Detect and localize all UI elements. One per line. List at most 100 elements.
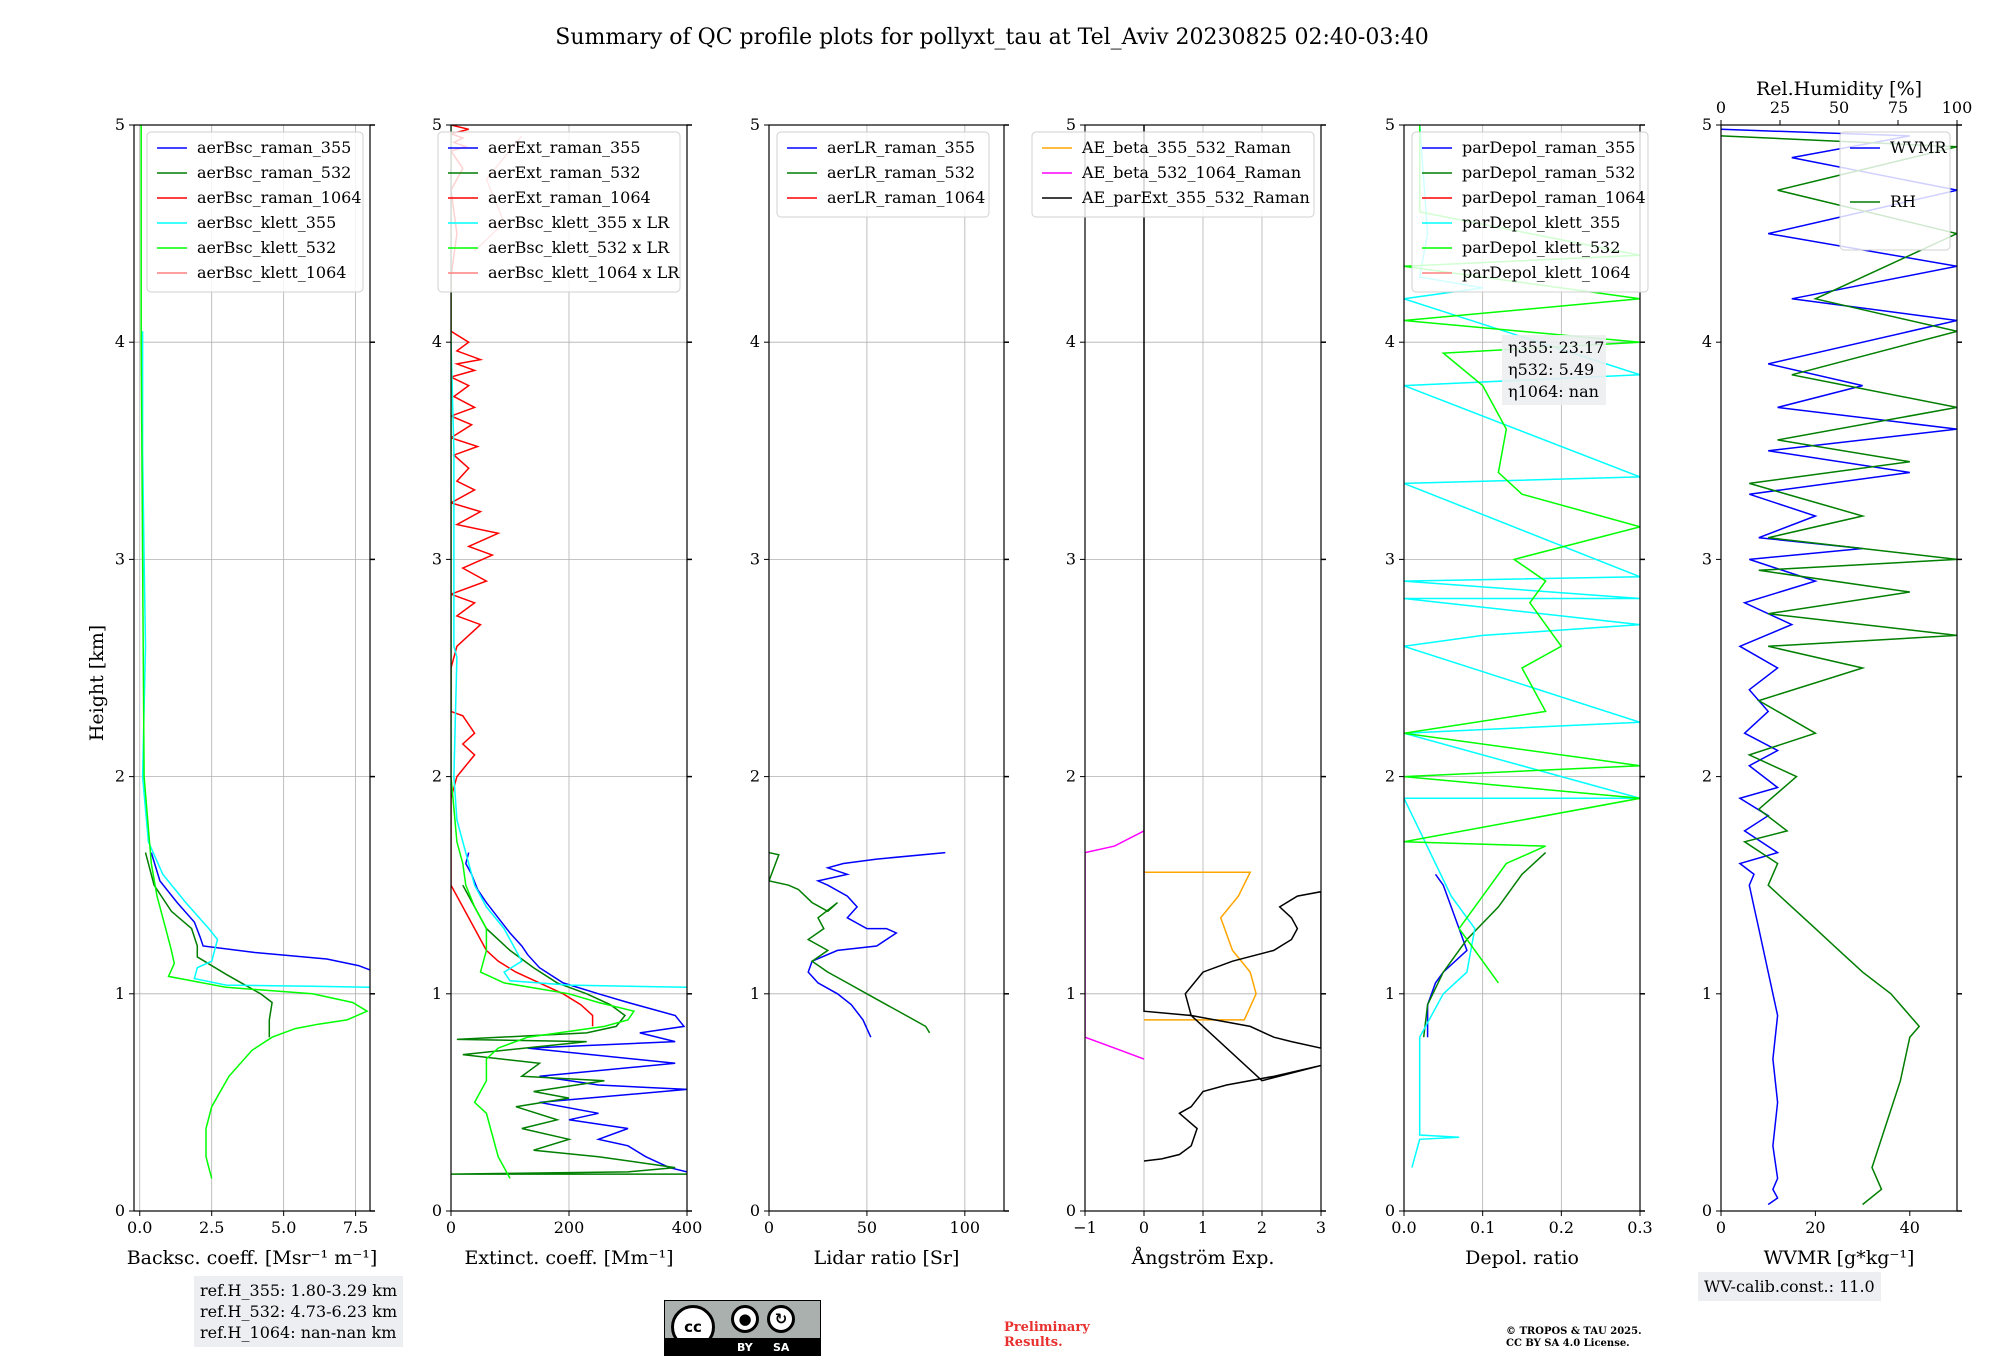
y-tick-label: 4 [1385,332,1395,351]
y-tick-label: 2 [1385,767,1395,786]
x-tick-label: 0 [446,1218,456,1237]
legend-entry: aerBsc_raman_532 [197,163,351,182]
y-tick-label: 5 [432,115,442,134]
series-line-aerBsc_klett_532 [140,125,369,1179]
series-line-RH [1721,135,1957,1206]
series-line-WVMR [1721,128,1957,1206]
x2-tick-label: 75 [1888,98,1908,117]
y-tick-label: 4 [1702,332,1712,351]
x-axis-label: Backsc. coeff. [Msr⁻¹ m⁻¹] [127,1247,378,1269]
legend-entry: aerLR_raman_355 [827,138,975,157]
series-line-parDepol_raman_532 [1422,852,1547,1038]
x2-axis-label: Rel.Humidity [%] [1756,78,1922,100]
legend-entry: parDepol_klett_532 [1462,238,1620,257]
y-tick-label: 2 [1066,767,1076,786]
legend: AE_beta_355_532_Raman AE_beta_532_1064_Ra… [1031,131,1315,218]
cc-license-badge: cc ● ↻ BY SA [664,1300,821,1356]
y-tick-label: 4 [432,332,442,351]
y-tick-label: 0 [1385,1201,1395,1220]
y-tick-label: 0 [750,1201,760,1220]
x-tick-label: 400 [672,1218,703,1237]
series-line-aerBsc_klett_532 x LR [451,125,636,1179]
x-tick-label: 0.2 [1549,1218,1574,1237]
y-tick-label: 5 [1066,115,1076,134]
legend-entry: AE_beta_355_532_Raman [1081,138,1291,157]
y-tick-label: 2 [115,767,125,786]
x-tick-label: 0 [1716,1218,1726,1237]
ref-height-532: ref.H_532: 4.73-6.23 km [200,1302,398,1321]
y-tick-label: 5 [115,115,125,134]
legend-entry: aerExt_raman_532 [488,163,641,182]
x-tick-label: 0 [764,1218,774,1237]
wv-calibration-box: WV-calib.const.: 11.0 [1698,1272,1881,1301]
x-tick-label: 7.5 [343,1218,368,1237]
y-tick-label: 3 [1066,549,1076,568]
legend-entry: AE_parExt_355_532_Raman [1081,188,1310,207]
y-tick-label: 4 [115,332,125,351]
x-axis-label: Extinct. coeff. [Mm⁻¹] [464,1247,673,1269]
y-tick-label: 0 [115,1201,125,1220]
y-tick-label: 4 [750,332,760,351]
series-group [1085,125,1321,1162]
preliminary-results-note: Preliminary Results. [1004,1320,1090,1350]
series-line-aerExt_raman_532 [451,884,687,1175]
y-tick-label: 5 [1385,115,1395,134]
series-line-aerBsc_klett_355 x LR [451,342,687,989]
series-group [451,125,687,1179]
x-tick-label: 100 [950,1218,981,1237]
cc-by-label: BY [737,1341,753,1354]
figure-title: Summary of QC profile plots for pollyxt_… [555,25,1428,50]
legend-entry: aerExt_raman_355 [488,138,641,157]
eta-annotation: η355: 23.17 η532: 5.49 η1064: nan [1502,335,1606,405]
axes-frame [768,124,1005,1212]
x-tick-label: 0.0 [1391,1218,1416,1237]
y-tick-label: 4 [1066,332,1076,351]
wv-calibration-constant: WV-calib.const.: 11.0 [1704,1277,1875,1296]
legend-entry: parDepol_klett_355 [1462,213,1620,232]
x2-tick-label: 50 [1829,98,1849,117]
legend-entry: parDepol_raman_532 [1462,163,1635,182]
ref-height-355: ref.H_355: 1.80-3.29 km [200,1281,398,1300]
legend-entry: parDepol_raman_355 [1462,138,1635,157]
series-line-aerBsc_raman_532 [144,852,273,1038]
x-axis-label: Ångström Exp. [1131,1247,1275,1269]
series-line-AE_beta_532_1064_Raman [1085,830,1145,1060]
legend: parDepol_raman_355 parDepol_raman_532 parD… [1411,131,1649,293]
y-tick-label: 0 [1702,1201,1712,1220]
x-tick-label: 1 [1198,1218,1208,1237]
series-line-AE_parExt_355_532_Raman [1143,125,1321,1162]
legend-entry: aerLR_raman_1064 [827,188,985,207]
series-group [769,851,946,1038]
legend-box [1839,131,1951,251]
y-tick-label: 3 [750,549,760,568]
y-tick-label: 2 [432,767,442,786]
cc-sa-label: SA [773,1341,790,1354]
legend-entry: aerBsc_klett_355 x LR [488,213,670,232]
legend: aerExt_raman_355 aerExt_raman_532 aerExt_r… [437,131,681,293]
y-tick-label: 1 [115,984,125,1003]
eta-annotation-box [1502,335,1606,405]
legend: aerLR_raman_355 aerLR_raman_532 aerLR_rama… [776,131,990,218]
panel-bsc: 0.0 2.5 5.0 7.5 0 1 2 3 4 5 Backsc. coeff. [Msr⁻¹ … [115,115,377,1269]
legend-entry: aerBsc_klett_1064 x LR [488,263,680,282]
series-line-aerLR_raman_355 [807,851,946,1038]
legend-entry: aerBsc_klett_532 [197,238,336,257]
copyright-note: © TROPOS & TAU 2025. CC BY SA 4.0 Licens… [1506,1326,1642,1349]
panel-lr: 0 50 100 0 1 2 3 4 5 Lidar ratio [Sr] aerLR_raman_… [750,115,1009,1269]
y-tick-label: 2 [1702,767,1712,786]
x-tick-label: 0.3 [1627,1218,1652,1237]
x-tick-label: 0 [1139,1218,1149,1237]
eta-line: η355: 23.17 [1508,338,1604,357]
y-tick-label: 5 [1702,115,1712,134]
legend-entry: AE_beta_532_1064_Raman [1081,163,1301,182]
series-line-parDepol_klett_532 [1404,125,1640,984]
x-tick-label: 40 [1900,1218,1920,1237]
x-axis-label: Lidar ratio [Sr] [814,1247,960,1269]
share-alike-icon: ↻ [767,1305,795,1333]
y-tick-label: 1 [1702,984,1712,1003]
y-tick-label: 2 [750,767,760,786]
x-tick-label: 20 [1805,1218,1825,1237]
x-tick-label: 2.5 [199,1218,224,1237]
